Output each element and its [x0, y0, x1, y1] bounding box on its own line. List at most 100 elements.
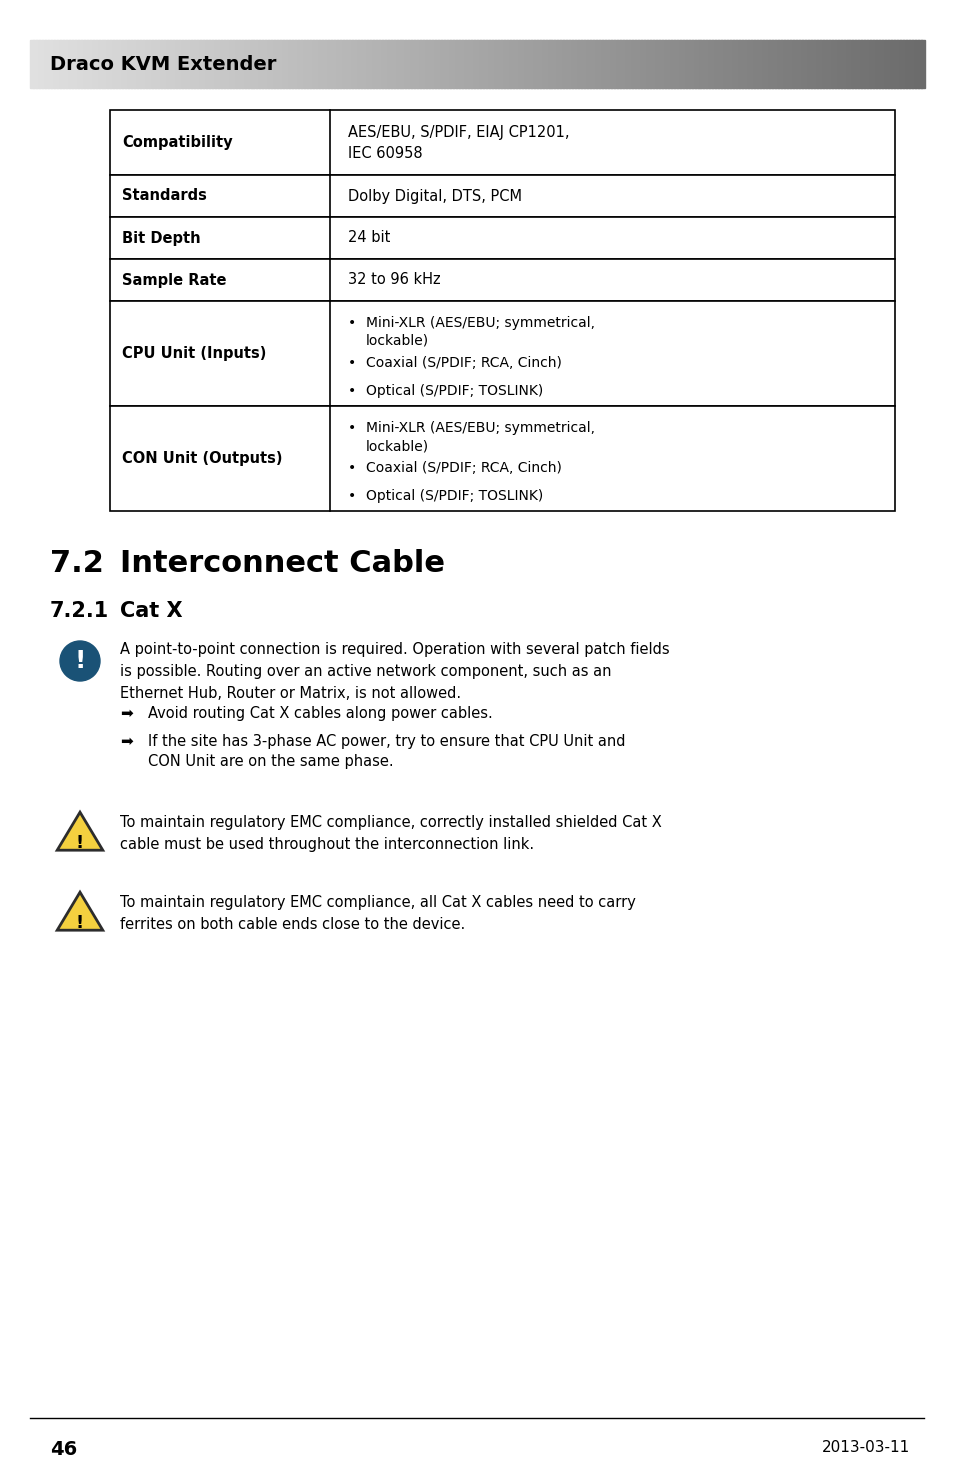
Bar	[643, 40, 647, 88]
Bar	[315, 40, 319, 88]
Bar	[819, 40, 822, 88]
Bar	[373, 40, 376, 88]
Bar	[521, 40, 525, 88]
Bar	[607, 40, 612, 88]
Bar	[801, 40, 805, 88]
Bar	[39, 40, 43, 88]
Text: Coaxial (S/PDIF; RCA, Cinch): Coaxial (S/PDIF; RCA, Cinch)	[366, 355, 561, 370]
Bar	[203, 40, 207, 88]
Bar	[301, 40, 305, 88]
Text: Optical (S/PDIF; TOSLINK): Optical (S/PDIF; TOSLINK)	[366, 490, 542, 503]
Bar	[604, 40, 608, 88]
Bar	[98, 40, 102, 88]
Bar	[423, 40, 427, 88]
Bar	[786, 40, 790, 88]
Bar	[848, 40, 853, 88]
Bar	[322, 40, 326, 88]
Bar	[247, 40, 252, 88]
Bar	[304, 40, 308, 88]
Bar	[375, 40, 379, 88]
Bar	[813, 40, 817, 88]
Bar	[69, 40, 72, 88]
Bar	[378, 40, 382, 88]
Bar	[110, 406, 894, 510]
Bar	[119, 40, 123, 88]
Bar	[694, 40, 698, 88]
Bar	[116, 40, 120, 88]
Bar	[726, 40, 731, 88]
Bar	[750, 40, 755, 88]
Bar	[458, 40, 462, 88]
Bar	[253, 40, 257, 88]
Text: If the site has 3-phase AC power, try to ensure that CPU Unit and: If the site has 3-phase AC power, try to…	[148, 735, 625, 749]
Bar	[914, 40, 918, 88]
Bar	[917, 40, 921, 88]
Bar	[453, 40, 456, 88]
Bar	[702, 40, 707, 88]
Bar	[611, 40, 615, 88]
Text: Avoid routing Cat X cables along power cables.: Avoid routing Cat X cables along power c…	[148, 707, 493, 721]
Bar	[512, 40, 517, 88]
Bar	[548, 40, 552, 88]
Bar	[837, 40, 841, 88]
Bar	[235, 40, 239, 88]
Bar	[90, 40, 93, 88]
Bar	[518, 40, 522, 88]
Bar	[617, 40, 620, 88]
Bar	[723, 40, 727, 88]
Bar	[659, 40, 662, 88]
Bar	[902, 40, 906, 88]
Bar	[536, 40, 540, 88]
Bar	[33, 40, 37, 88]
Bar	[179, 40, 183, 88]
Bar	[747, 40, 751, 88]
Bar	[209, 40, 213, 88]
Bar	[580, 40, 585, 88]
Bar	[349, 40, 353, 88]
Text: 7.2: 7.2	[50, 549, 104, 578]
Bar	[238, 40, 242, 88]
Bar	[578, 40, 581, 88]
Bar	[113, 40, 117, 88]
Bar	[509, 40, 514, 88]
Bar	[479, 40, 483, 88]
Text: AES/EBU, S/PDIF, EIAJ CP1201,
IEC 60958: AES/EBU, S/PDIF, EIAJ CP1201, IEC 60958	[348, 124, 569, 161]
Text: •: •	[348, 316, 355, 330]
Polygon shape	[57, 892, 103, 931]
Text: Cat X: Cat X	[120, 600, 182, 621]
Bar	[673, 40, 677, 88]
Bar	[831, 40, 835, 88]
Bar	[51, 40, 54, 88]
Bar	[110, 260, 894, 301]
Bar	[164, 40, 168, 88]
Bar	[855, 40, 859, 88]
Bar	[352, 40, 355, 88]
Bar	[530, 40, 534, 88]
Bar	[890, 40, 894, 88]
Bar	[256, 40, 260, 88]
Bar	[640, 40, 644, 88]
Text: A point-to-point connection is required. Operation with several patch fields
is : A point-to-point connection is required.…	[120, 642, 669, 702]
Bar	[336, 40, 340, 88]
Polygon shape	[57, 813, 103, 850]
Bar	[310, 40, 314, 88]
Bar	[280, 40, 284, 88]
Bar	[363, 40, 367, 88]
Bar	[557, 40, 561, 88]
Text: •: •	[348, 490, 355, 503]
Text: Sample Rate: Sample Rate	[122, 273, 226, 288]
Bar	[551, 40, 555, 88]
Bar	[170, 40, 173, 88]
Bar	[866, 40, 870, 88]
Text: CON Unit are on the same phase.: CON Unit are on the same phase.	[148, 754, 394, 768]
Bar	[559, 40, 564, 88]
Bar	[134, 40, 138, 88]
Bar	[754, 40, 758, 88]
Text: •: •	[348, 355, 355, 370]
Bar	[471, 40, 475, 88]
Bar	[762, 40, 766, 88]
Bar	[108, 40, 112, 88]
Bar	[274, 40, 278, 88]
Text: ➡: ➡	[120, 735, 132, 749]
Bar	[879, 40, 882, 88]
